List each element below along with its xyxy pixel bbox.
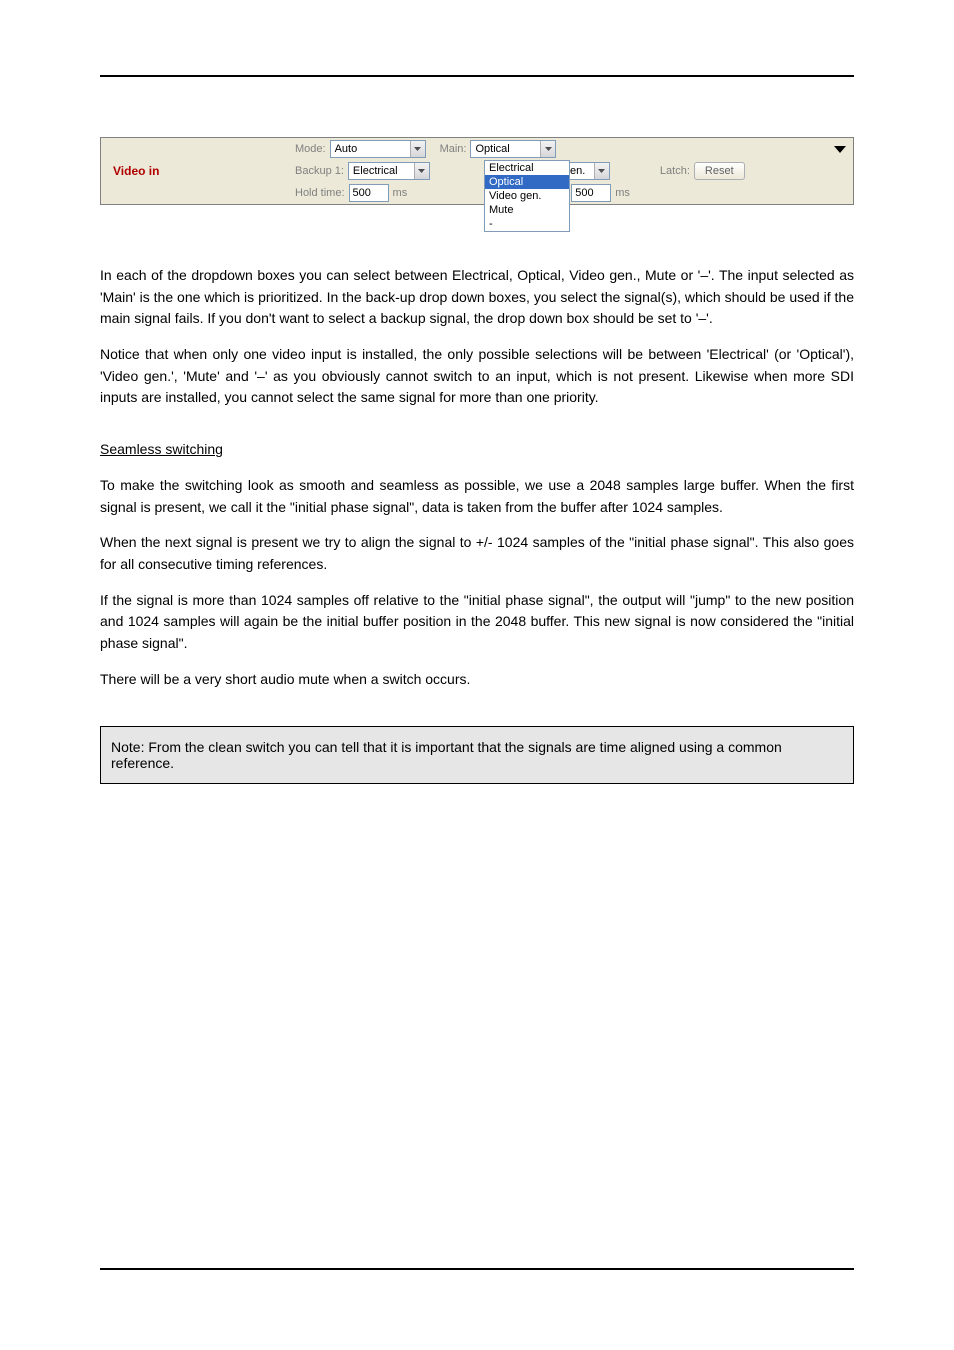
note-box: Note: From the clean switch you can tell… <box>100 726 854 784</box>
paragraph: In each of the dropdown boxes you can se… <box>100 265 854 330</box>
ms-label-2: ms <box>615 187 630 199</box>
subheading: Seamless switching <box>100 439 854 461</box>
mode-dropdown[interactable]: Auto <box>330 140 426 158</box>
latch-label: Latch: <box>660 165 690 177</box>
holdtime2-input[interactable]: 500 <box>571 184 611 202</box>
header-rule <box>100 75 854 77</box>
video-in-panel: Video in Mode: Auto Main: Optical <box>100 137 854 205</box>
paragraph: When the next signal is present we try t… <box>100 532 854 575</box>
paragraph: If the signal is more than 1024 samples … <box>100 590 854 655</box>
backup1-value: Electrical <box>353 165 398 177</box>
list-item[interactable]: Mute <box>485 203 569 217</box>
section-title: Video in <box>101 138 291 204</box>
list-item[interactable]: Video gen. <box>485 189 569 203</box>
list-item[interactable]: Optical <box>485 175 569 189</box>
main-value: Optical <box>475 143 509 155</box>
holdtime-input[interactable]: 500 <box>349 184 389 202</box>
chevron-down-icon <box>410 141 425 157</box>
holdtime-label: Hold time: <box>295 187 345 199</box>
main-label: Main: <box>440 143 467 155</box>
mode-label: Mode: <box>295 143 326 155</box>
chevron-down-icon <box>540 141 555 157</box>
backup1-label: Backup 1: <box>295 165 344 177</box>
reset-button[interactable]: Reset <box>694 162 745 180</box>
chevron-down-icon <box>414 163 429 179</box>
mode-value: Auto <box>335 143 358 155</box>
note-text: Note: From the clean switch you can tell… <box>111 739 782 771</box>
list-item[interactable]: Electrical <box>485 161 569 175</box>
chevron-down-icon <box>594 163 609 179</box>
footer-rule <box>100 1268 854 1270</box>
main-dropdown-list[interactable]: Electrical Optical Video gen. Mute - <box>484 160 570 232</box>
paragraph: To make the switching look as smooth and… <box>100 475 854 518</box>
backup1-dropdown[interactable]: Electrical <box>348 162 430 180</box>
main-dropdown[interactable]: Optical <box>470 140 556 158</box>
list-item[interactable]: - <box>485 217 569 231</box>
paragraph: There will be a very short audio mute wh… <box>100 669 854 691</box>
ms-label: ms <box>393 187 408 199</box>
section-title-text: Video in <box>113 164 159 178</box>
paragraph: Notice that when only one video input is… <box>100 344 854 409</box>
collapse-icon[interactable] <box>831 142 849 156</box>
